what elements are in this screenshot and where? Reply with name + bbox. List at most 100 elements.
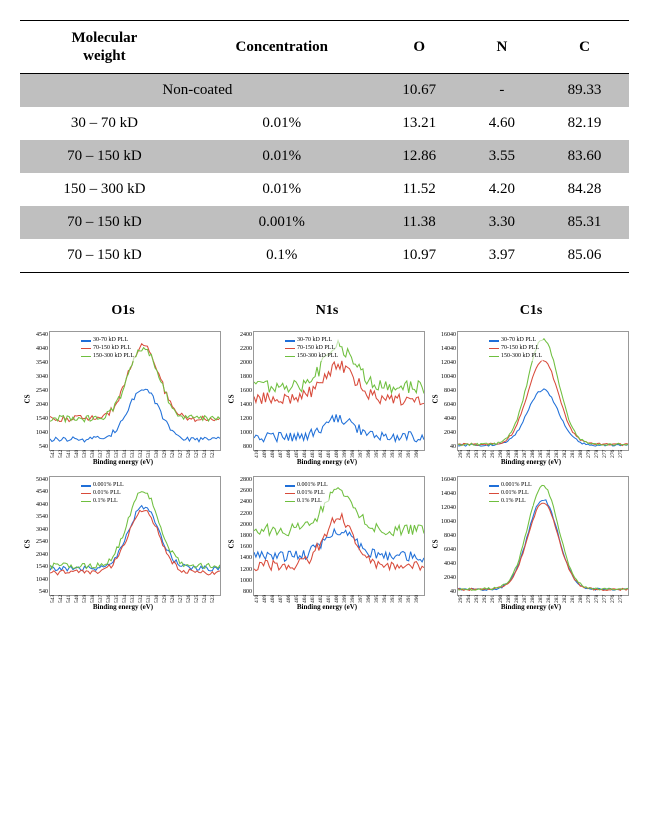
cell-mw: Non-coated [20, 74, 375, 108]
cell-N: 4.20 [464, 173, 540, 206]
legend-item: 0.001% PLL [285, 482, 328, 490]
chart-N1s-row2: CS 2800260024002200200018001600140012001… [229, 476, 425, 611]
cell-O: 12.86 [375, 140, 464, 173]
legend-swatch [285, 340, 295, 342]
chart-O1s-row2: CS 5040454040403540304025402040154010405… [25, 476, 221, 611]
legend-swatch [285, 485, 295, 487]
legend-label: 0.01% PLL [297, 490, 325, 498]
legend-label: 70-150 kD PLL [93, 345, 131, 353]
legend-label: 30-70 kD PLL [501, 337, 536, 345]
table-row: 70 – 150 kD 0.1% 10.97 3.97 85.06 [20, 239, 629, 273]
legend-item: 150-300 kD PLL [489, 353, 542, 361]
y-ticks: 2800260024002200200018001600140012001000… [230, 477, 252, 595]
legend-swatch [81, 501, 91, 503]
col-title-C1s: C1s [433, 303, 629, 319]
chart-C1s-row2: CS 1604014040120401004080406040404020404… [433, 476, 629, 611]
cell-conc: 0.01% [189, 173, 375, 206]
legend-swatch [285, 493, 295, 495]
x-ticks: 2952942932922912902892882872862852842832… [457, 596, 625, 602]
legend-label: 0.01% PLL [93, 490, 121, 498]
col-header-C: C [540, 21, 629, 74]
legend-item: 30-70 kD PLL [489, 337, 542, 345]
y-ticks: 24002200200018001600140012001000800 [230, 332, 252, 450]
table-row: 70 – 150 kD 0.001% 11.38 3.30 85.31 [20, 206, 629, 239]
y-ticks: 45404040354030402540204015401040540 [26, 332, 48, 450]
cell-mw: 70 – 150 kD [20, 206, 189, 239]
legend-item: 70-150 kD PLL [81, 345, 134, 353]
legend: 30-70 kD PLL 70-150 kD PLL 150-300 kD PL… [80, 336, 135, 361]
legend-label: 0.001% PLL [501, 482, 532, 490]
cell-O: 10.67 [375, 74, 464, 108]
plot-area: 16040140401204010040804060404040204040 3… [457, 331, 629, 451]
chart-svg [254, 477, 424, 595]
legend-label: 0.001% PLL [93, 482, 124, 490]
legend-label: 30-70 kD PLL [297, 337, 332, 345]
table-row: 30 – 70 kD 0.01% 13.21 4.60 82.19 [20, 107, 629, 140]
legend-item: 0.001% PLL [489, 482, 532, 490]
legend-label: 0.1% PLL [501, 498, 526, 506]
cell-mw: 70 – 150 kD [20, 140, 189, 173]
x-axis-label: Binding energy (eV) [25, 603, 221, 611]
legend-swatch [489, 356, 499, 358]
legend-swatch [81, 340, 91, 342]
legend-item: 0.1% PLL [285, 498, 328, 506]
x-ticks: 2952942932922912902892882872862852842832… [457, 451, 625, 457]
cell-N: 3.97 [464, 239, 540, 273]
data-table: Molecularweight Concentration O N C Non-… [20, 20, 629, 273]
legend-swatch [489, 501, 499, 503]
col-title-N1s: N1s [229, 303, 425, 319]
cell-C: 82.19 [540, 107, 629, 140]
x-ticks: 4104094084074064054044034024014003993983… [253, 596, 421, 602]
legend-item: 0.01% PLL [81, 490, 124, 498]
cell-N: 4.60 [464, 107, 540, 140]
x-axis-label: Binding energy (eV) [433, 458, 629, 466]
legend-item: 0.001% PLL [81, 482, 124, 490]
col-title-O1s: O1s [25, 303, 221, 319]
legend-item: 70-150 kD PLL [489, 345, 542, 353]
legend-item: 0.1% PLL [489, 498, 532, 506]
col-header-conc: Concentration [189, 21, 375, 74]
legend-label: 30-70 kD PLL [93, 337, 128, 345]
x-axis-label: Binding energy (eV) [229, 603, 425, 611]
legend-swatch [285, 501, 295, 503]
x-ticks: 5435425415405395385375365355345335325315… [49, 451, 217, 457]
chart-svg [50, 477, 220, 595]
col-header-N: N [464, 21, 540, 74]
plot-area: 2800260024002200200018001600140012001000… [253, 476, 425, 596]
charts-grid: O1s N1s C1s CS 4540404035403040254020401… [20, 303, 629, 611]
legend: 0.001% PLL 0.01% PLL 0.1% PLL [488, 481, 533, 506]
legend: 30-70 kD PLL 70-150 kD PLL 150-300 kD PL… [488, 336, 543, 361]
legend-swatch [81, 485, 91, 487]
chart-svg [50, 332, 220, 450]
cell-conc: 0.01% [189, 107, 375, 140]
legend: 0.001% PLL 0.01% PLL 0.1% PLL [80, 481, 125, 506]
legend-label: 70-150 kD PLL [297, 345, 335, 353]
chart-N1s-row1: CS 24002200200018001600140012001000800 3… [229, 331, 425, 466]
x-ticks: 5435425415405395385375365355345335325315… [49, 596, 217, 602]
chart-svg [458, 477, 628, 595]
legend-item: 30-70 kD PLL [81, 337, 134, 345]
plot-area: 16040140401204010040804060404040204040 0… [457, 476, 629, 596]
legend-item: 0.01% PLL [489, 490, 532, 498]
y-ticks: 16040140401204010040804060404040204040 [434, 477, 456, 595]
cell-mw: 70 – 150 kD [20, 239, 189, 273]
cell-mw: 30 – 70 kD [20, 107, 189, 140]
legend-swatch [489, 493, 499, 495]
legend-swatch [285, 348, 295, 350]
cell-C: 85.31 [540, 206, 629, 239]
cell-N: 3.30 [464, 206, 540, 239]
legend-swatch [81, 348, 91, 350]
cell-mw: 150 – 300 kD [20, 173, 189, 206]
legend-label: 150-300 kD PLL [297, 353, 338, 361]
y-ticks: 504045404040354030402540204015401040540 [26, 477, 48, 595]
legend-label: 0.1% PLL [297, 498, 322, 506]
legend-item: 0.1% PLL [81, 498, 124, 506]
x-axis-label: Binding energy (eV) [229, 458, 425, 466]
chart-svg [458, 332, 628, 450]
legend: 30-70 kD PLL 70-150 kD PLL 150-300 kD PL… [284, 336, 339, 361]
cell-conc: 0.001% [189, 206, 375, 239]
legend-item: 0.01% PLL [285, 490, 328, 498]
cell-O: 11.38 [375, 206, 464, 239]
cell-N: 3.55 [464, 140, 540, 173]
x-axis-label: Binding energy (eV) [25, 458, 221, 466]
